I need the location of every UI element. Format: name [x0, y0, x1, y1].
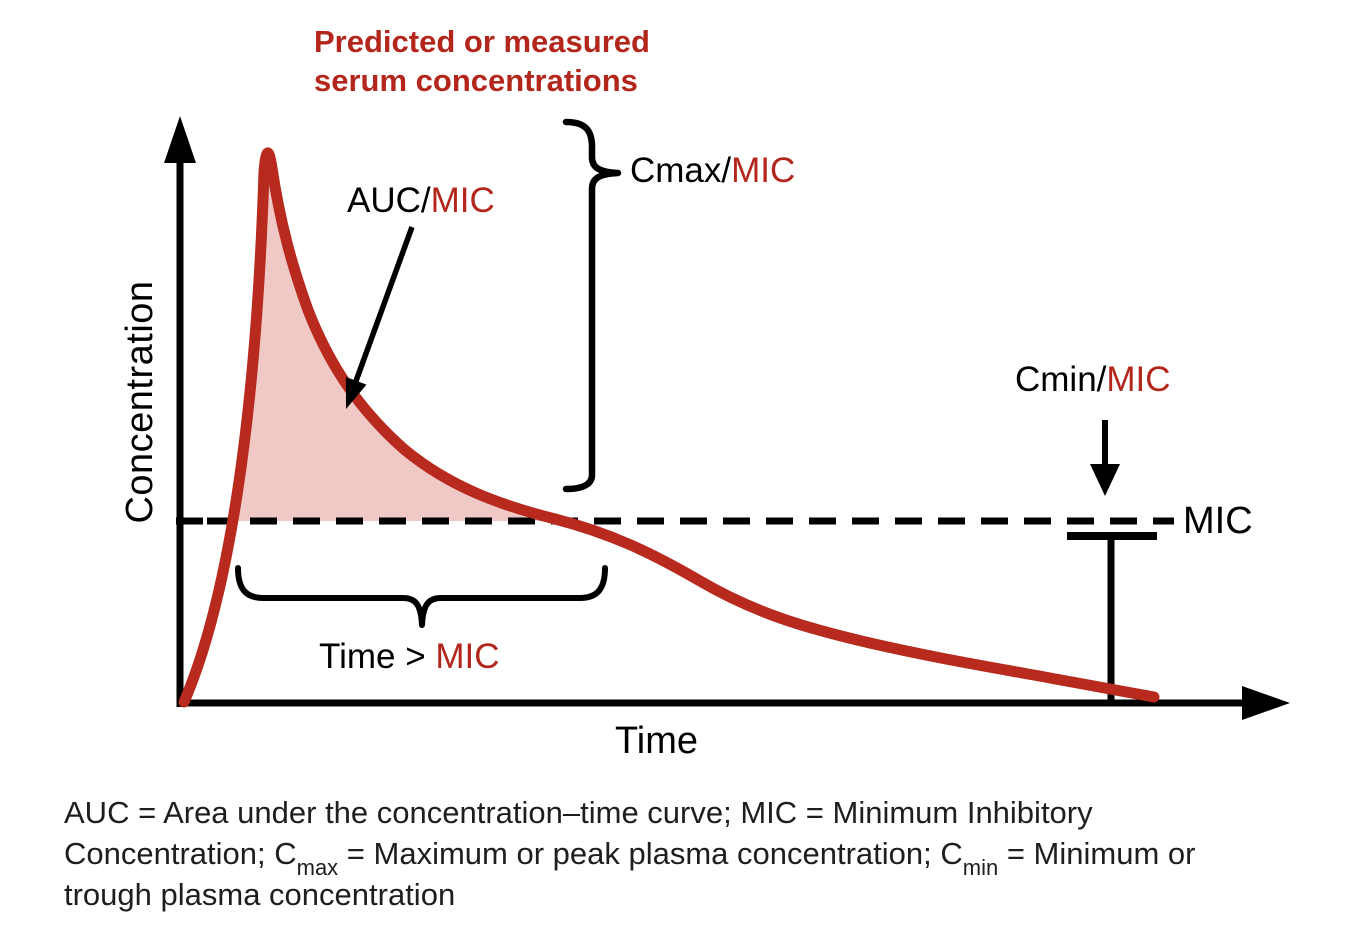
auc-arrowhead — [345, 377, 367, 409]
y-axis-arrowhead — [164, 116, 196, 163]
mic-threshold-label: MIC — [1183, 500, 1253, 542]
auc-mic-label-red: MIC — [430, 181, 495, 220]
caption-line2-mid: = Maximum or peak plasma concentration; … — [338, 836, 963, 871]
time-gt-mic-brace — [235, 565, 608, 628]
y-axis-label: Concentration — [119, 280, 162, 524]
caption-cmax-subscript: max — [296, 855, 339, 880]
time-above-mic-black: Time > — [319, 637, 436, 676]
auc-arrow-shaft — [353, 226, 415, 382]
concentration-curve — [178, 147, 1160, 708]
cmax-mic-label: Cmax/MIC — [630, 151, 796, 191]
cmin-arrowhead — [1090, 464, 1120, 496]
cmin-mic-label-black: Cmin/ — [1015, 360, 1107, 399]
x-axis-arrowhead — [1242, 686, 1290, 720]
caption-cmin-subscript: min — [962, 855, 999, 880]
cmax-brace — [562, 118, 622, 493]
auc-mic-label-black: AUC/ — [347, 181, 431, 220]
cmin-mic-label-red: MIC — [1106, 360, 1171, 399]
cmax-mic-label-red: MIC — [731, 151, 796, 190]
x-axis-label: Time — [615, 720, 699, 762]
caption-line-2: Concentration; Cmax = Maximum or peak pl… — [64, 833, 1196, 879]
figure-caption: AUC = Area under the concentration–time … — [64, 792, 1195, 915]
caption-line-3: trough plasma concentration — [64, 877, 456, 912]
caption-line-1: AUC = Area under the concentration–time … — [64, 795, 1093, 830]
figure-title: Predicted or measured serum concentratio… — [314, 24, 650, 98]
time-above-mic-red: MIC — [435, 637, 500, 676]
time-above-mic-label: Time > MIC — [319, 637, 500, 677]
cmax-mic-label-black: Cmax/ — [630, 151, 732, 190]
auc-shaded-area — [234, 166, 572, 521]
cmin-mic-label: Cmin/MIC — [1015, 360, 1171, 400]
auc-mic-label: AUC/MIC — [347, 181, 495, 221]
caption-line2-post: = Minimum or — [998, 836, 1196, 871]
caption-line2-pre: Concentration; C — [64, 836, 297, 871]
